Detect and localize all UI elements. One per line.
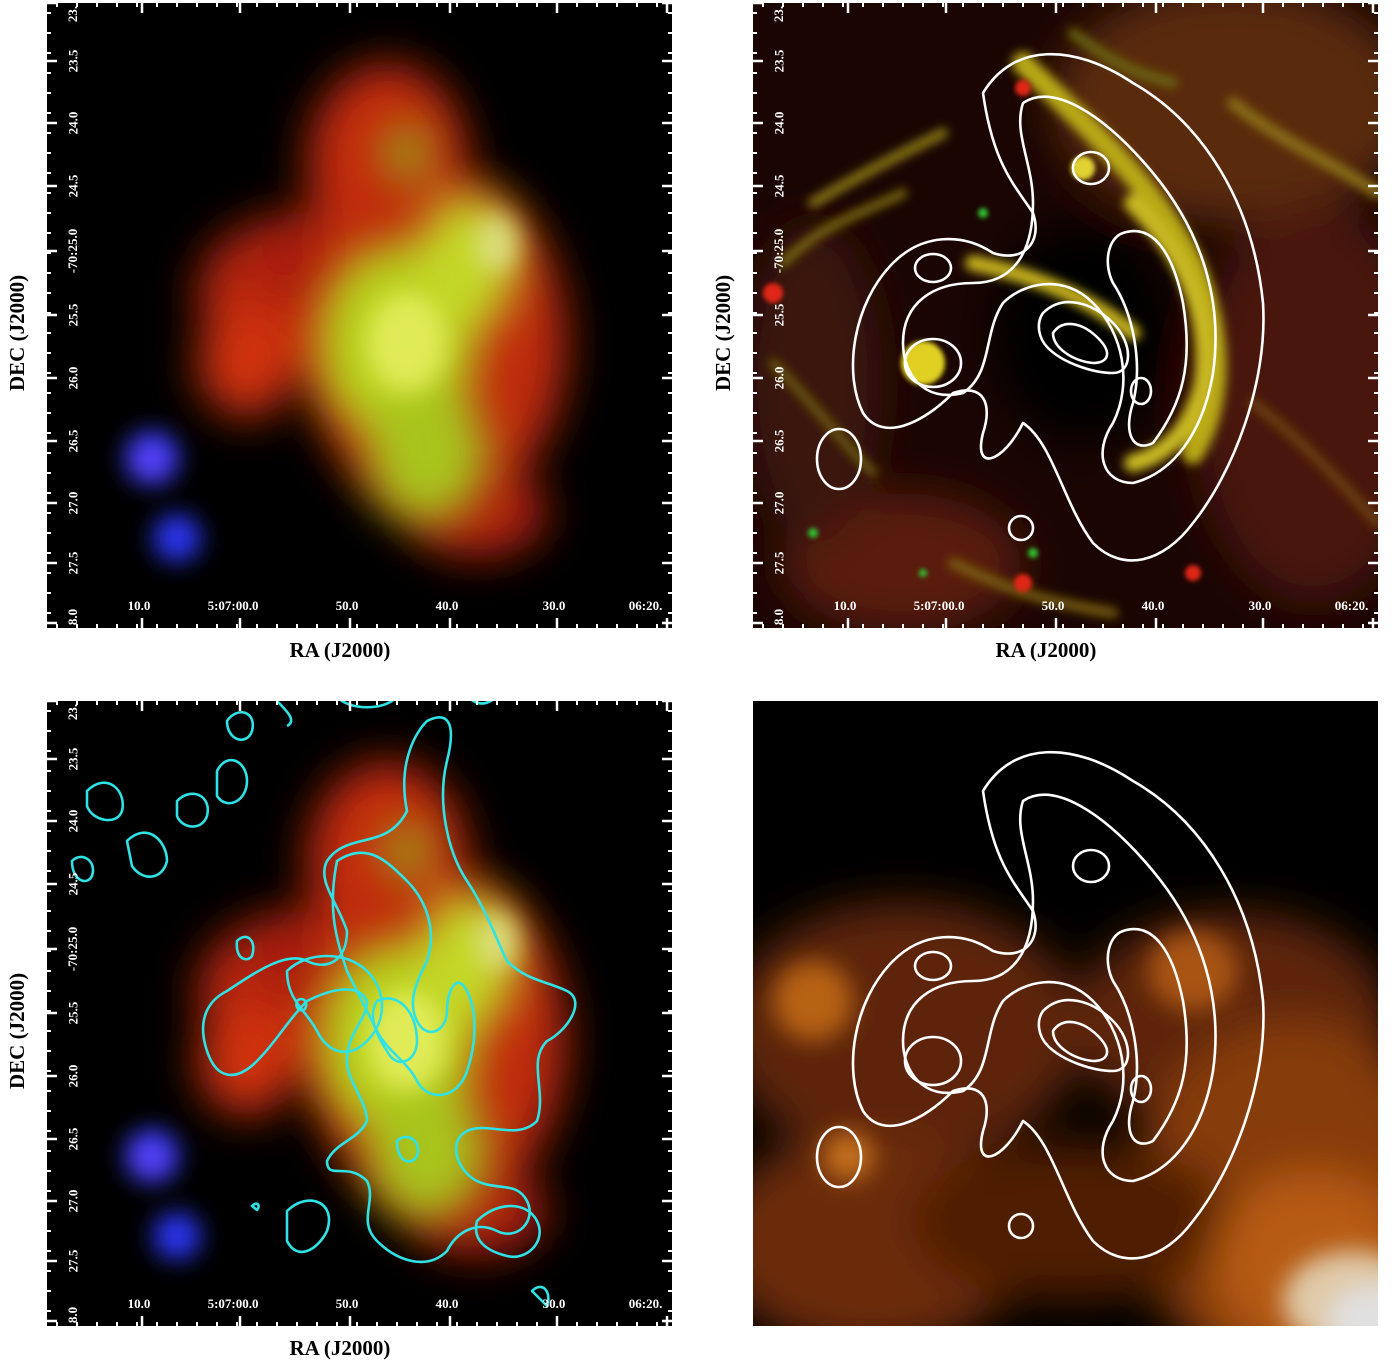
ra-tick-label: 50.0: [335, 1296, 359, 1311]
ra-tick-label: 50.0: [1041, 598, 1065, 613]
ra-tick-label: 06:20.: [628, 1296, 663, 1311]
xray-composite-image: [47, 701, 672, 1326]
ra-tick-label: 10.0: [833, 598, 857, 613]
dec-tick-label: 23.5: [64, 49, 80, 73]
y-axis-label: DEC (J2000): [5, 972, 29, 1089]
ra-tick-label: 30.0: [542, 598, 566, 613]
dec-tick-label: 23.: [64, 703, 80, 720]
panel-top-right: [753, 3, 1378, 628]
dec-tick-label: 26.0: [770, 366, 786, 390]
dec-tick-label: -70:25.0: [64, 228, 80, 274]
dec-tick-label: 27.0: [64, 1189, 80, 1213]
ra-tick-label: 06:20.: [628, 598, 663, 613]
dec-tick-label: 26.5: [64, 1127, 80, 1151]
ra-tick-label: 30.0: [542, 1296, 566, 1311]
dec-tick-label: 26.5: [64, 429, 80, 453]
optical-composite-image: [753, 3, 1378, 628]
infrared-map-image: [753, 701, 1378, 1326]
ra-tick-label: 10.0: [127, 598, 151, 613]
panel-bottom-right: [753, 701, 1378, 1326]
dec-tick-label: 24.5: [64, 872, 80, 896]
dec-tick-label: 24.5: [770, 174, 786, 198]
ra-tick-label: 40.0: [1141, 598, 1165, 613]
ra-tick-label: 40.0: [435, 598, 459, 613]
dec-tick-label: 24.0: [64, 809, 80, 833]
dec-tick-label: 27.5: [64, 1249, 80, 1273]
dec-tick-label: 23.: [770, 5, 786, 22]
dec-tick-label: 24.0: [64, 111, 80, 135]
ra-tick-label: 5:07:00.0: [913, 598, 965, 613]
xray-composite-image: [47, 3, 672, 628]
dec-tick-label: 8.0: [64, 609, 80, 626]
dec-tick-label: 25.5: [770, 303, 786, 327]
panel-top-left: [47, 3, 672, 628]
dec-tick-label: 26.5: [770, 429, 786, 453]
dec-tick-label: 24.0: [770, 111, 786, 135]
dec-tick-label: 27.0: [770, 491, 786, 515]
dec-tick-label: 27.5: [770, 551, 786, 575]
ra-tick-label: 06:20.: [1334, 598, 1369, 613]
panel-bottom-left: [47, 701, 672, 1326]
ra-tick-label: 5:07:00.0: [207, 1296, 259, 1311]
dec-tick-label: 25.5: [64, 1001, 80, 1025]
dec-tick-label: 26.0: [64, 1064, 80, 1088]
dec-tick-label: 25.5: [64, 303, 80, 327]
dec-tick-label: -70:25.0: [770, 228, 786, 274]
ra-tick-label: 50.0: [335, 598, 359, 613]
dec-tick-label: 8.0: [64, 1307, 80, 1324]
x-axis-label: RA (J2000): [289, 1336, 391, 1360]
ra-tick-label: 40.0: [435, 1296, 459, 1311]
dec-tick-label: 24.5: [64, 174, 80, 198]
dec-tick-label: 23.: [64, 5, 80, 22]
ra-tick-label: 5:07:00.0: [207, 598, 259, 613]
axis-ticks: [47, 3, 672, 628]
x-axis-label: RA (J2000): [995, 638, 1097, 662]
axis-ticks: [753, 3, 1378, 628]
x-axis-label: RA (J2000): [289, 638, 391, 662]
dec-tick-label: 23.5: [770, 49, 786, 73]
dec-tick-label: 8.0: [770, 609, 786, 626]
dec-tick-label: 27.0: [64, 491, 80, 515]
dec-tick-label: 27.5: [64, 551, 80, 575]
axis-ticks: [47, 701, 672, 1326]
dec-tick-label: 23.5: [64, 747, 80, 771]
dec-tick-label: 26.0: [64, 366, 80, 390]
y-axis-label: DEC (J2000): [711, 274, 735, 391]
ra-tick-label: 10.0: [127, 1296, 151, 1311]
ra-tick-label: 30.0: [1248, 598, 1272, 613]
dec-tick-label: -70:25.0: [64, 926, 80, 972]
y-axis-label: DEC (J2000): [5, 274, 29, 391]
